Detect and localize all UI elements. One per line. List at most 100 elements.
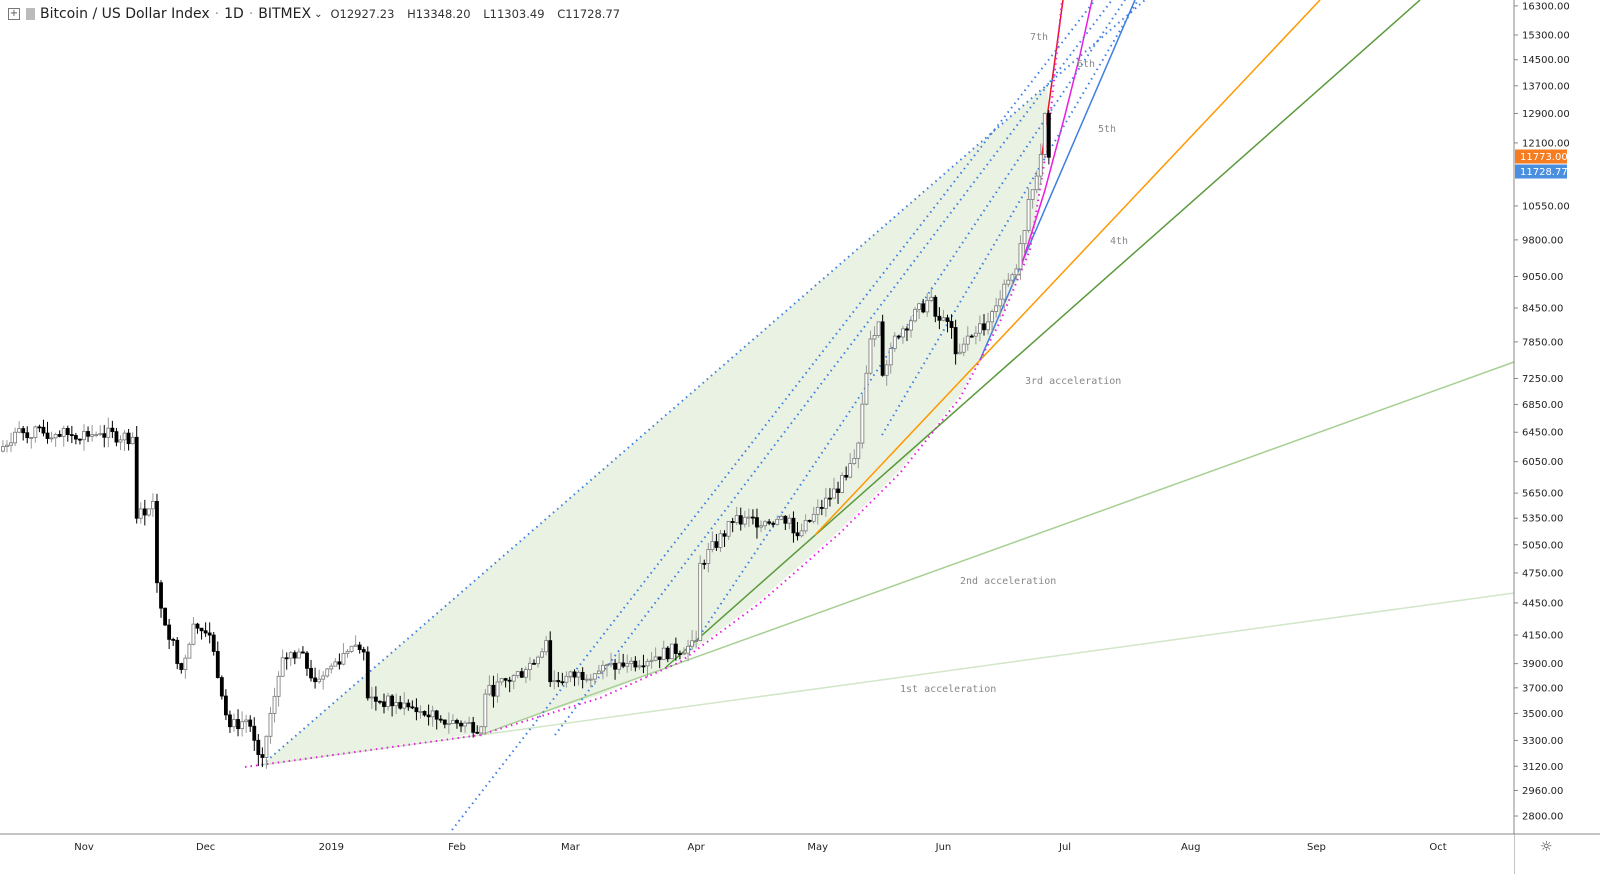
- candle-body: [738, 515, 743, 525]
- candle: [880, 314, 885, 377]
- candle: [925, 293, 930, 317]
- candle-body: [207, 632, 212, 636]
- candle-body: [811, 513, 816, 522]
- dotted-fan-line[interactable]: [689, 0, 1126, 651]
- candle: [45, 421, 50, 444]
- candle: [98, 425, 103, 437]
- dotted-fan-line[interactable]: [451, 0, 1096, 831]
- candle-body: [588, 678, 593, 681]
- candle: [965, 326, 970, 351]
- candle: [183, 654, 188, 679]
- price-labels: 11773.00 11728.77: [1515, 149, 1568, 179]
- candle: [779, 514, 784, 521]
- candle: [337, 653, 342, 670]
- candle-body: [126, 432, 131, 445]
- time-axis[interactable]: Nov Dec 2019 Feb Mar Apr May Jun Jul Aug Sep Oct: [74, 842, 1447, 853]
- third-acceleration-line[interactable]: [664, 0, 1421, 669]
- candle: [787, 514, 792, 530]
- candle: [118, 435, 123, 451]
- fifth-acceleration-line[interactable]: [979, 0, 1136, 361]
- candle-body: [832, 488, 836, 499]
- interval[interactable]: 1D: [224, 6, 244, 22]
- candle: [633, 656, 638, 672]
- price-tick-label: 3300.00: [1522, 736, 1563, 747]
- candle: [540, 648, 545, 659]
- candle-body: [341, 652, 346, 665]
- price-tick-label: 7850.00: [1522, 337, 1563, 348]
- candle: [155, 493, 159, 593]
- candle-body: [406, 702, 411, 708]
- dotted-fan-line[interactable]: [261, 0, 1146, 766]
- candle-body: [913, 308, 917, 322]
- time-tick-label: Feb: [448, 842, 466, 853]
- candle-body: [592, 673, 597, 680]
- candle: [548, 631, 553, 687]
- candle-body: [852, 458, 857, 464]
- candle: [29, 437, 34, 449]
- candle: [240, 711, 245, 737]
- candle: [868, 330, 873, 376]
- candles-layer: [1, 110, 1051, 769]
- candle-body: [248, 719, 253, 727]
- candle: [345, 648, 350, 658]
- candle-body: [653, 656, 658, 661]
- candle-body: [540, 651, 545, 658]
- candle-body: [65, 428, 70, 436]
- candle-body: [901, 328, 905, 338]
- candle: [682, 647, 686, 655]
- price-tick-label: 8450.00: [1522, 304, 1563, 315]
- price-tick-label: 10550.00: [1522, 201, 1570, 212]
- candle: [341, 643, 346, 666]
- candle-body: [523, 669, 528, 678]
- candle: [438, 715, 443, 723]
- candle-body: [90, 434, 95, 437]
- candle: [276, 671, 281, 707]
- settings-gear-icon[interactable]: ☼: [1540, 839, 1553, 855]
- price-axis[interactable]: 16300.00 15300.00 14500.00 13700.00 12900.00…: [1514, 1, 1570, 823]
- candle-body: [872, 335, 877, 340]
- candle-body: [118, 439, 123, 443]
- candle: [584, 674, 589, 683]
- label-5th: 5th: [1098, 124, 1116, 135]
- candle: [836, 481, 840, 504]
- candle: [775, 515, 780, 526]
- candle: [710, 531, 715, 553]
- sixth-acceleration-curve[interactable]: [1019, 0, 1093, 271]
- candle-body: [856, 442, 861, 459]
- candle: [507, 676, 512, 693]
- candle-body: [536, 656, 540, 665]
- first-acceleration-line[interactable]: [261, 592, 1515, 766]
- candle-body: [179, 663, 184, 670]
- candle: [986, 312, 990, 335]
- second-acceleration-line[interactable]: [479, 361, 1515, 736]
- candle-body: [609, 662, 613, 666]
- candle-body: [471, 722, 476, 733]
- chevron-down-icon[interactable]: ⌄: [314, 8, 323, 20]
- candle-body: [633, 660, 638, 668]
- candle: [990, 309, 994, 332]
- candle: [126, 428, 131, 451]
- candle: [961, 337, 966, 357]
- candle-body: [159, 582, 163, 609]
- candle-body: [580, 671, 585, 680]
- candle-body: [613, 662, 617, 670]
- candle-body: [868, 338, 873, 374]
- candle: [905, 326, 909, 342]
- symbol-name[interactable]: Bitcoin / US Dollar Index: [40, 6, 210, 22]
- candle: [556, 672, 561, 688]
- candle-body: [625, 663, 630, 667]
- candle-body: [532, 662, 536, 665]
- candle-body: [1, 446, 5, 452]
- candle-body: [909, 320, 913, 331]
- candle: [828, 488, 832, 507]
- candle: [1046, 110, 1051, 165]
- candle: [418, 705, 423, 719]
- candle: [1002, 279, 1007, 309]
- candle-body: [142, 508, 147, 516]
- plus-square-icon[interactable]: +: [8, 8, 20, 20]
- exchange[interactable]: BITMEX: [258, 6, 312, 22]
- candle-body: [795, 532, 800, 537]
- fourth-acceleration-line[interactable]: [814, 0, 1321, 536]
- candle: [799, 523, 804, 538]
